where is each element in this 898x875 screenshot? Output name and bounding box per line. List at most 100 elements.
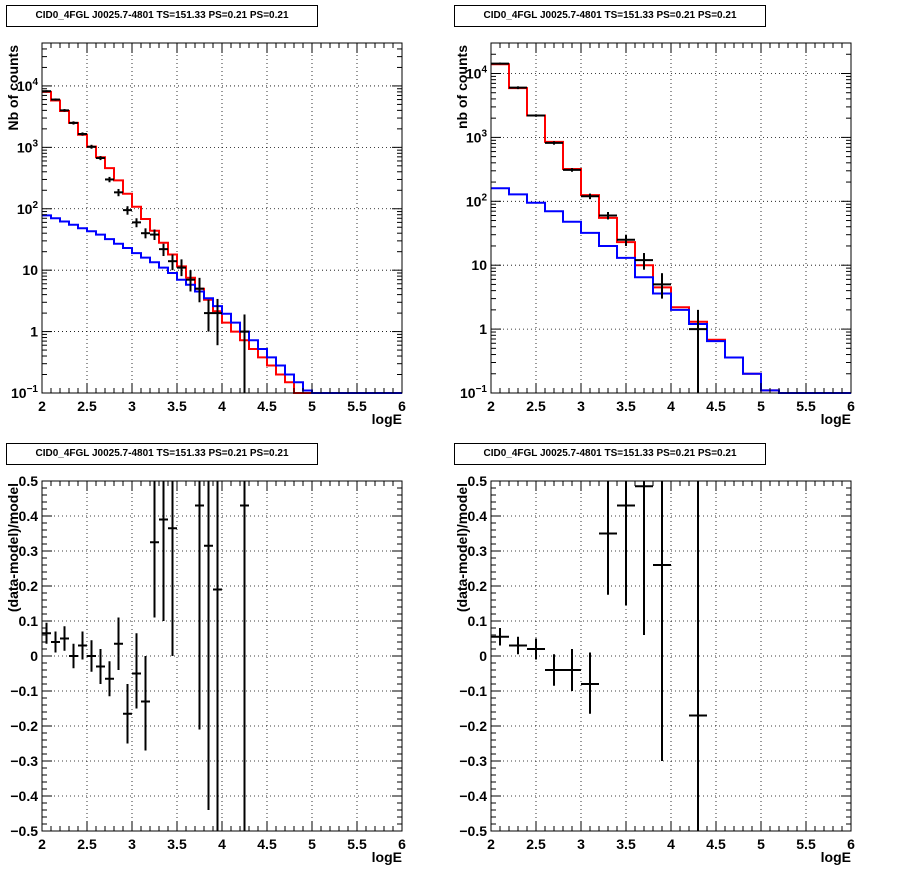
data-point bbox=[617, 234, 635, 246]
y-axis-label: (data-model)/model bbox=[5, 483, 21, 612]
y-axis-label: (data-model)/model bbox=[454, 483, 470, 612]
data-point bbox=[509, 86, 527, 90]
data-point bbox=[114, 188, 123, 197]
x-tick-label: 4.5 bbox=[257, 836, 277, 852]
y-tick-label: 0.5 bbox=[19, 473, 39, 489]
y-tick-label: 0.4 bbox=[468, 508, 488, 524]
x-tick-label: 6 bbox=[398, 836, 406, 852]
y-tick-label: −0.3 bbox=[10, 753, 38, 769]
data-point bbox=[69, 121, 78, 125]
y-tick-label: 0.4 bbox=[19, 508, 39, 524]
data-point bbox=[204, 481, 213, 810]
data-point bbox=[78, 132, 87, 136]
y-tick-label: 1 bbox=[479, 321, 487, 337]
y-tick-label: −0.1 bbox=[10, 683, 38, 699]
x-tick-label: 2.5 bbox=[526, 398, 546, 414]
data-point bbox=[150, 229, 159, 240]
data-point bbox=[545, 141, 563, 145]
x-tick-label: 5 bbox=[757, 398, 765, 414]
y-tick-label: 10−1 bbox=[460, 384, 487, 401]
x-tick-label: 2.5 bbox=[77, 836, 97, 852]
data-point bbox=[132, 218, 141, 228]
x-tick-label: 3 bbox=[577, 398, 585, 414]
data-point bbox=[491, 628, 509, 646]
data-point bbox=[51, 631, 60, 653]
x-tick-label: 2 bbox=[38, 398, 46, 414]
data-point bbox=[159, 481, 168, 621]
y-tick-label: 0.2 bbox=[19, 578, 39, 594]
y-tick-label: −0.4 bbox=[459, 788, 487, 804]
data-point bbox=[491, 62, 509, 65]
x-tick-label: 4.5 bbox=[257, 398, 277, 414]
x-tick-label: 5.5 bbox=[347, 836, 367, 852]
x-tick-label: 3 bbox=[128, 836, 136, 852]
y-tick-label: 0.1 bbox=[468, 613, 488, 629]
data-point bbox=[204, 299, 213, 332]
x-tick-label: 4 bbox=[218, 398, 226, 414]
panel-4-title: CID0_4FGL J0025.7-4801 TS=151.33 PS=0.21… bbox=[454, 443, 766, 465]
data-point bbox=[689, 309, 707, 393]
x-tick-label: 6 bbox=[847, 836, 855, 852]
x-tick-label: 2 bbox=[487, 398, 495, 414]
data-point bbox=[527, 638, 545, 660]
x-tick-label: 5 bbox=[308, 398, 316, 414]
x-tick-label: 3.5 bbox=[616, 836, 636, 852]
y-tick-label: −0.1 bbox=[459, 683, 487, 699]
data-point bbox=[581, 652, 599, 714]
x-tick-label: 6 bbox=[847, 398, 855, 414]
y-tick-label: 103 bbox=[466, 128, 488, 145]
data-point bbox=[96, 649, 105, 684]
x-tick-label: 2 bbox=[38, 836, 46, 852]
data-point bbox=[51, 98, 60, 101]
y-tick-label: 0.3 bbox=[19, 543, 39, 559]
data-point bbox=[599, 211, 617, 220]
data-point bbox=[563, 649, 581, 691]
data-point bbox=[653, 481, 671, 761]
data-point bbox=[195, 481, 204, 730]
y-tick-label: 10 bbox=[22, 262, 38, 278]
y-tick-label: −0.4 bbox=[10, 788, 38, 804]
data-point bbox=[527, 114, 545, 117]
data-point bbox=[42, 622, 51, 644]
x-tick-label: 5 bbox=[308, 836, 316, 852]
y-tick-label: 0 bbox=[30, 648, 38, 664]
data-point bbox=[213, 298, 222, 346]
data-point bbox=[240, 481, 249, 831]
x-tick-label: 3 bbox=[128, 398, 136, 414]
data-point bbox=[168, 254, 177, 271]
data-point bbox=[240, 314, 249, 393]
x-tick-label: 2.5 bbox=[526, 836, 546, 852]
x-tick-label: 4 bbox=[667, 836, 675, 852]
y-tick-label: 102 bbox=[466, 192, 488, 209]
y-tick-label: 104 bbox=[17, 77, 39, 94]
y-tick-label: −0.2 bbox=[10, 718, 38, 734]
x-tick-label: 5.5 bbox=[796, 398, 816, 414]
y-tick-label: −0.5 bbox=[459, 823, 487, 839]
data-point bbox=[635, 253, 653, 270]
y-tick-label: 103 bbox=[17, 138, 39, 155]
x-tick-label: 3 bbox=[577, 836, 585, 852]
data-point bbox=[114, 617, 123, 670]
data-point bbox=[87, 640, 96, 672]
y-tick-label: 104 bbox=[466, 64, 488, 81]
y-tick-label: 0.3 bbox=[468, 543, 488, 559]
data-point bbox=[617, 481, 635, 606]
y-tick-label: −0.5 bbox=[10, 823, 38, 839]
y-tick-label: 0.1 bbox=[19, 613, 39, 629]
data-point bbox=[545, 654, 563, 686]
series-2-histogram-line bbox=[42, 214, 402, 394]
data-point bbox=[177, 259, 186, 277]
x-axis-label: logE bbox=[821, 849, 851, 865]
data-point bbox=[150, 481, 159, 618]
x-tick-label: 3.5 bbox=[616, 398, 636, 414]
data-point bbox=[105, 661, 114, 697]
y-tick-label: 0.2 bbox=[468, 578, 488, 594]
data-point bbox=[168, 481, 177, 656]
data-point bbox=[635, 481, 653, 635]
data-point bbox=[132, 633, 141, 709]
y-axis-label: nb of counts bbox=[454, 45, 470, 129]
y-tick-label: 10−1 bbox=[11, 384, 38, 401]
panel-3-title: CID0_4FGL J0025.7-4801 TS=151.33 PS=0.21… bbox=[6, 443, 318, 465]
